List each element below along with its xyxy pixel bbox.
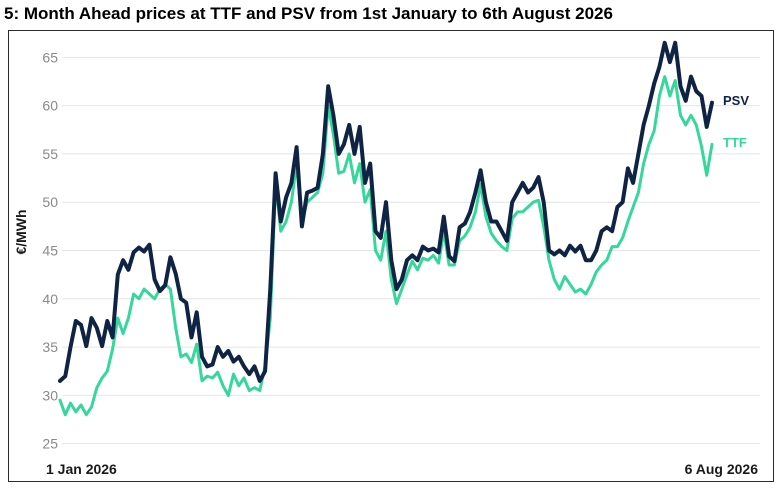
series-lines (58, 40, 714, 417)
series-label-ttf: TTF (723, 135, 747, 150)
y-tick-label: 40 (42, 291, 58, 307)
series-line-ttf (58, 75, 714, 417)
chart-frame (8, 30, 774, 482)
y-tick-label: 30 (42, 387, 58, 403)
y-tick-label: 55 (42, 146, 58, 162)
y-tick-label: 45 (42, 243, 58, 259)
x-axis-start-label: 1 Jan 2026 (46, 461, 117, 477)
y-tick-label: 65 (42, 49, 58, 65)
series-label-psv: PSV (723, 93, 749, 108)
chart-title: 5: Month Ahead prices at TTF and PSV fro… (4, 4, 613, 23)
y-tick-label: 25 (42, 436, 58, 452)
y-tick-label: 60 (42, 98, 58, 114)
y-tick-label: 35 (42, 339, 58, 355)
y-axis-ticks: 25 30 35 40 45 50 55 60 65 (42, 49, 58, 451)
y-axis-label: €/MWh (13, 209, 29, 254)
series-line-psv (58, 40, 714, 383)
y-tick-label: 50 (42, 194, 58, 210)
x-axis-end-label: 6 Aug 2026 (685, 461, 759, 477)
